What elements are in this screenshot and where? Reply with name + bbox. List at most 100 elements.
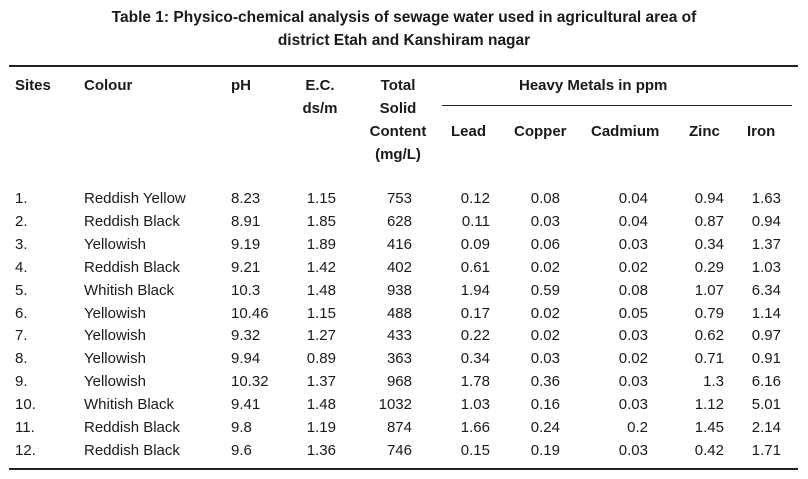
tsc-cell: 753 bbox=[386, 190, 412, 207]
zinc-cell: 1.12 bbox=[694, 396, 724, 414]
ec-cell: 1.48 bbox=[306, 281, 336, 299]
site-cell: 4. bbox=[15, 258, 28, 276]
tsc-cell: 938 bbox=[386, 281, 412, 299]
zinc-cell: 0.34 bbox=[694, 235, 724, 253]
lead-cell: 0.17 bbox=[460, 304, 490, 322]
cadmium-cell: 0.2 bbox=[627, 419, 648, 436]
site-cell: 2. bbox=[15, 212, 28, 230]
copper-cell: 0.36 bbox=[530, 373, 560, 391]
header-colour: Colour bbox=[84, 77, 133, 94]
iron-cell: 1.63 bbox=[751, 190, 781, 207]
copper-cell: 0.02 bbox=[530, 304, 560, 322]
cadmium-cell: 0.05 bbox=[618, 304, 648, 322]
copper-cell: 0.02 bbox=[530, 258, 560, 276]
lead-cell: 0.15 bbox=[460, 441, 490, 459]
colour-cell: Reddish Black bbox=[84, 441, 180, 459]
zinc-cell: 1.07 bbox=[694, 281, 724, 299]
caption-line-2: district Etah and Kanshiram nagar bbox=[277, 32, 531, 49]
ec-cell: 1.42 bbox=[306, 258, 336, 276]
lead-cell: 0.22 bbox=[460, 327, 490, 345]
header-cadmium: Cadmium bbox=[591, 123, 660, 140]
zinc-cell: 1.45 bbox=[694, 419, 724, 436]
header-ec-line-1: E.C. bbox=[305, 77, 335, 94]
colour-cell: Yellowish bbox=[84, 235, 146, 253]
site-cell: 6. bbox=[15, 304, 28, 322]
site-cell: 10. bbox=[15, 396, 36, 414]
lead-cell: 0.61 bbox=[460, 258, 490, 276]
lead-cell: 0.11 bbox=[461, 212, 490, 230]
header-tsc-line-4: (mg/L) bbox=[375, 146, 421, 163]
ec-cell: 1.15 bbox=[306, 304, 336, 322]
copper-cell: 0.06 bbox=[530, 235, 560, 253]
lead-cell: 1.66 bbox=[460, 419, 490, 436]
iron-cell: 0.94 bbox=[751, 212, 781, 230]
site-cell: 5. bbox=[15, 281, 28, 299]
iron-cell: 1.14 bbox=[751, 304, 781, 322]
tsc-cell: 968 bbox=[386, 373, 412, 391]
site-cell: 1. bbox=[15, 190, 28, 207]
colour-cell: Reddish Black bbox=[84, 212, 180, 230]
zinc-cell: 0.94 bbox=[694, 190, 724, 207]
cadmium-cell: 0.03 bbox=[618, 441, 648, 459]
ec-cell: 1.15 bbox=[306, 190, 336, 207]
colour-cell: Yellowish bbox=[84, 350, 146, 368]
copper-cell: 0.02 bbox=[530, 327, 560, 345]
tsc-cell: 363 bbox=[386, 350, 412, 368]
cadmium-cell: 0.03 bbox=[618, 327, 648, 345]
tsc-cell: 488 bbox=[386, 304, 412, 322]
zinc-cell: 0.71 bbox=[694, 350, 724, 368]
zinc-cell: 0.29 bbox=[694, 258, 724, 276]
tsc-cell: 874 bbox=[386, 419, 412, 436]
ph-cell: 9.41 bbox=[231, 396, 261, 414]
ph-cell: 9.21 bbox=[231, 258, 261, 276]
ec-cell: 1.89 bbox=[306, 235, 336, 253]
header-copper: Copper bbox=[514, 123, 567, 140]
ph-cell: 9.19 bbox=[231, 235, 261, 253]
tsc-cell: 402 bbox=[386, 258, 412, 276]
table-caption: Table 1: Physico-chemical analysis of se… bbox=[0, 6, 808, 52]
cadmium-cell: 0.03 bbox=[618, 373, 648, 391]
top-rule bbox=[9, 65, 798, 67]
cadmium-cell: 0.02 bbox=[618, 350, 648, 368]
tsc-cell: 416 bbox=[386, 235, 412, 253]
zinc-cell: 0.79 bbox=[694, 304, 724, 322]
header-tsc-line-1: Total bbox=[380, 77, 416, 94]
colour-cell: Yellowish bbox=[84, 373, 146, 391]
ec-cell: 0.89 bbox=[306, 350, 336, 368]
lead-cell: 1.78 bbox=[460, 373, 490, 391]
cadmium-cell: 0.04 bbox=[618, 212, 648, 230]
header-lead: Lead bbox=[451, 123, 487, 140]
site-cell: 12. bbox=[15, 441, 36, 459]
tsc-cell: 433 bbox=[386, 327, 412, 345]
ec-cell: 1.37 bbox=[306, 373, 336, 391]
colour-cell: Reddish Black bbox=[84, 258, 180, 276]
lead-cell: 1.94 bbox=[460, 281, 490, 299]
cadmium-cell: 0.03 bbox=[618, 396, 648, 414]
zinc-cell: 0.62 bbox=[694, 327, 724, 345]
header-zinc: Zinc bbox=[689, 123, 720, 140]
ec-cell: 1.36 bbox=[306, 441, 336, 459]
header-ph: pH bbox=[231, 77, 251, 94]
zinc-cell: 0.42 bbox=[694, 441, 724, 459]
site-cell: 9. bbox=[15, 373, 28, 391]
colour-cell: Yellowish bbox=[84, 304, 146, 322]
copper-cell: 0.24 bbox=[530, 419, 560, 436]
ph-cell: 10.32 bbox=[231, 373, 269, 391]
header-total-solid-content: Total Solid Content (mg/L) bbox=[358, 74, 438, 166]
tsc-cell: 746 bbox=[386, 441, 412, 459]
iron-cell: 1.37 bbox=[751, 235, 781, 253]
copper-cell: 0.03 bbox=[530, 212, 560, 230]
tsc-cell: 1032 bbox=[378, 396, 412, 414]
ec-cell: 1.48 bbox=[306, 396, 336, 414]
copper-cell: 0.16 bbox=[530, 396, 560, 414]
cadmium-cell: 0.08 bbox=[618, 281, 648, 299]
ph-cell: 9.8 bbox=[231, 419, 252, 436]
cadmium-cell: 0.03 bbox=[618, 235, 648, 253]
colour-cell: Whitish Black bbox=[84, 281, 175, 299]
header-tsc-line-3: Content bbox=[369, 123, 427, 140]
zinc-cell: 0.87 bbox=[694, 212, 724, 230]
cadmium-cell: 0.04 bbox=[618, 190, 648, 207]
iron-cell: 5.01 bbox=[751, 396, 781, 414]
heavy-metals-rule bbox=[442, 105, 792, 106]
iron-cell: 0.91 bbox=[751, 350, 781, 368]
